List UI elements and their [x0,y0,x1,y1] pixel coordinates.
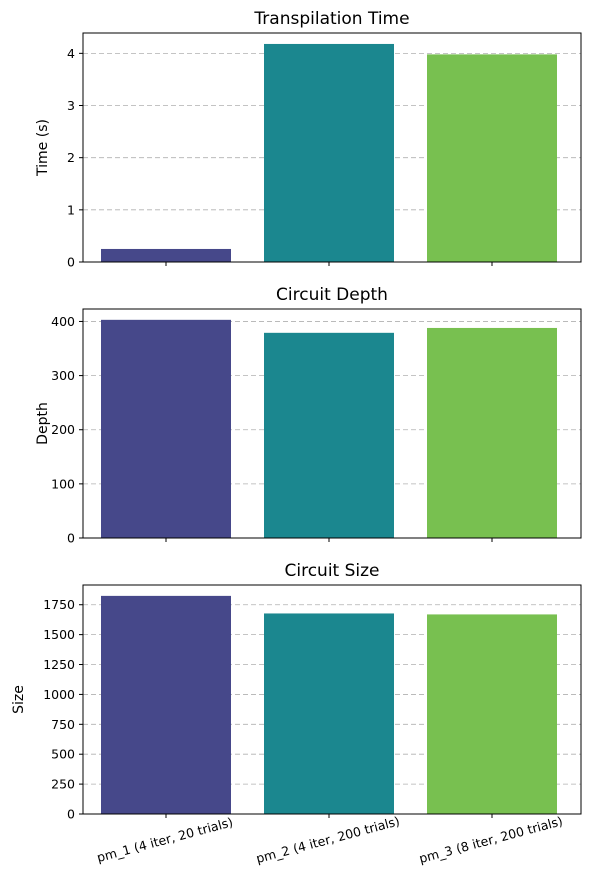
y-tick-label: 1250 [43,657,75,672]
y-tick-label: 500 [51,747,75,762]
y-tick-label: 0 [67,807,75,822]
bar-3 [427,327,557,538]
bar-1 [101,248,231,262]
x-tick-label: pm_1 (4 iter, 20 trials) [95,814,234,865]
bar-2 [264,43,394,263]
y-axis-label: Depth [35,402,51,445]
y-tick-label: 750 [51,717,75,732]
y-tick-label: 250 [51,777,75,792]
y-tick-label: 400 [51,314,75,329]
y-tick-label: 1000 [43,687,75,702]
chart-title: Circuit Size [284,561,379,581]
y-axis-label: Time (s) [35,119,51,177]
y-tick-label: 2 [67,150,75,165]
chart-title: Circuit Depth [276,285,388,305]
bar-3 [427,54,557,263]
bar-1 [101,319,231,538]
y-tick-label: 4 [67,46,75,61]
bar-3 [427,614,557,814]
plot-frame [82,584,582,815]
y-tick-label: 3 [67,98,75,113]
chart-title: Transpilation Time [253,9,409,29]
y-tick-label: 100 [51,476,75,491]
y-tick-label: 1500 [43,627,75,642]
chart-panel-2: 0 100 200 300 400 Circuit Depth Depth [35,285,582,546]
bar-2 [264,332,394,538]
y-tick-label: 1 [67,202,75,217]
plot-frame [82,308,582,539]
x-tick-label: pm_2 (4 iter, 200 trials) [254,813,401,866]
y-tick-label: 200 [51,422,75,437]
bar-1 [101,595,231,814]
y-axis-label: Size [11,685,27,714]
y-tick-label: 300 [51,368,75,383]
x-tick-label: pm_3 (8 iter, 200 trials) [417,813,564,866]
y-tick-label: 0 [67,255,75,270]
chart-panel-3: 0 250 500 750 1000 1250 1500 1750 pm_1 (4 iter, … [11,561,582,866]
chart-panel-1: 0 1 2 3 4 Transpilation Time Time (s) [35,9,582,270]
y-tick-label: 1750 [43,597,75,612]
plot-frame [82,32,582,263]
bar-2 [264,613,394,814]
y-tick-label: 0 [67,531,75,546]
